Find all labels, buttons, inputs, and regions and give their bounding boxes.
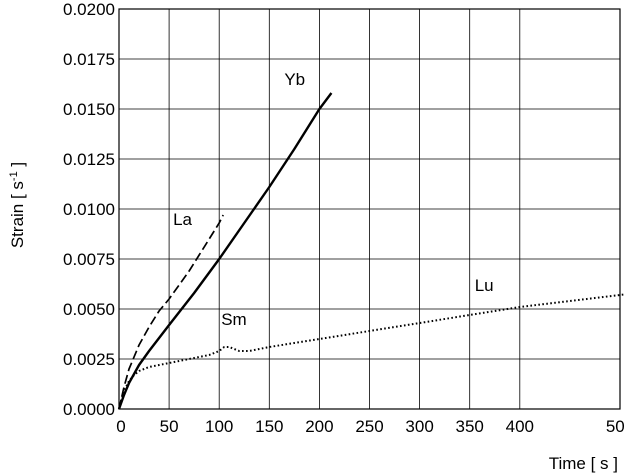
x-tick-label: 50 xyxy=(160,417,179,436)
x-axis-title: Time [ s ] xyxy=(549,454,618,473)
y-tick-label: 0.0100 xyxy=(63,200,115,219)
series-label-lu: Lu xyxy=(475,276,494,295)
x-tick-label: 250 xyxy=(355,417,383,436)
y-tick-label: 0.0050 xyxy=(63,300,115,319)
y-tick-label: 0.0075 xyxy=(63,250,115,269)
x-tick-label: 500 xyxy=(606,417,624,436)
y-tick-label: 0.0200 xyxy=(63,0,115,19)
y-tick-label: 0.0175 xyxy=(63,50,115,69)
y-axis-title-main: Strain [ s xyxy=(8,181,27,248)
x-tick-label: 200 xyxy=(305,417,333,436)
x-tick-labels: 0 50 100 150 200 250 300 350 400 500 xyxy=(116,417,624,436)
x-tick-label: 150 xyxy=(255,417,283,436)
x-tick-label: 400 xyxy=(506,417,534,436)
series-line-la xyxy=(118,214,224,410)
y-tick-label: 0.0025 xyxy=(63,350,115,369)
x-tick-label: 300 xyxy=(405,417,433,436)
series-label-la: La xyxy=(173,210,192,229)
grid xyxy=(119,9,620,409)
series-lines xyxy=(117,92,624,410)
x-tick-label: 350 xyxy=(456,417,484,436)
plot-frame xyxy=(118,8,621,410)
y-tick-labels: 0.0000 0.0025 0.0050 0.0075 0.0100 0.0125 0.01… xyxy=(63,0,115,419)
y-tick-label: 0.0150 xyxy=(63,100,115,119)
x-tick-label: 100 xyxy=(205,417,233,436)
y-axis-title-sup: -1 xyxy=(8,171,20,181)
y-tick-label: 0.0000 xyxy=(63,400,115,419)
y-tick-label: 0.0125 xyxy=(63,150,115,169)
series-line-lu xyxy=(118,293,624,410)
series-label-yb: Yb xyxy=(284,70,305,89)
y-axis-title-end: ] xyxy=(8,162,27,171)
series-label-sm: Sm xyxy=(221,310,247,329)
series-line-yb xyxy=(117,92,333,410)
y-axis-title: Strain [ s-1 ] xyxy=(8,162,27,248)
series-labels: Yb La Sm Lu xyxy=(173,70,494,329)
y-axis-title-text: Strain [ s-1 ] xyxy=(8,162,27,248)
x-tick-label: 0 xyxy=(116,417,125,436)
